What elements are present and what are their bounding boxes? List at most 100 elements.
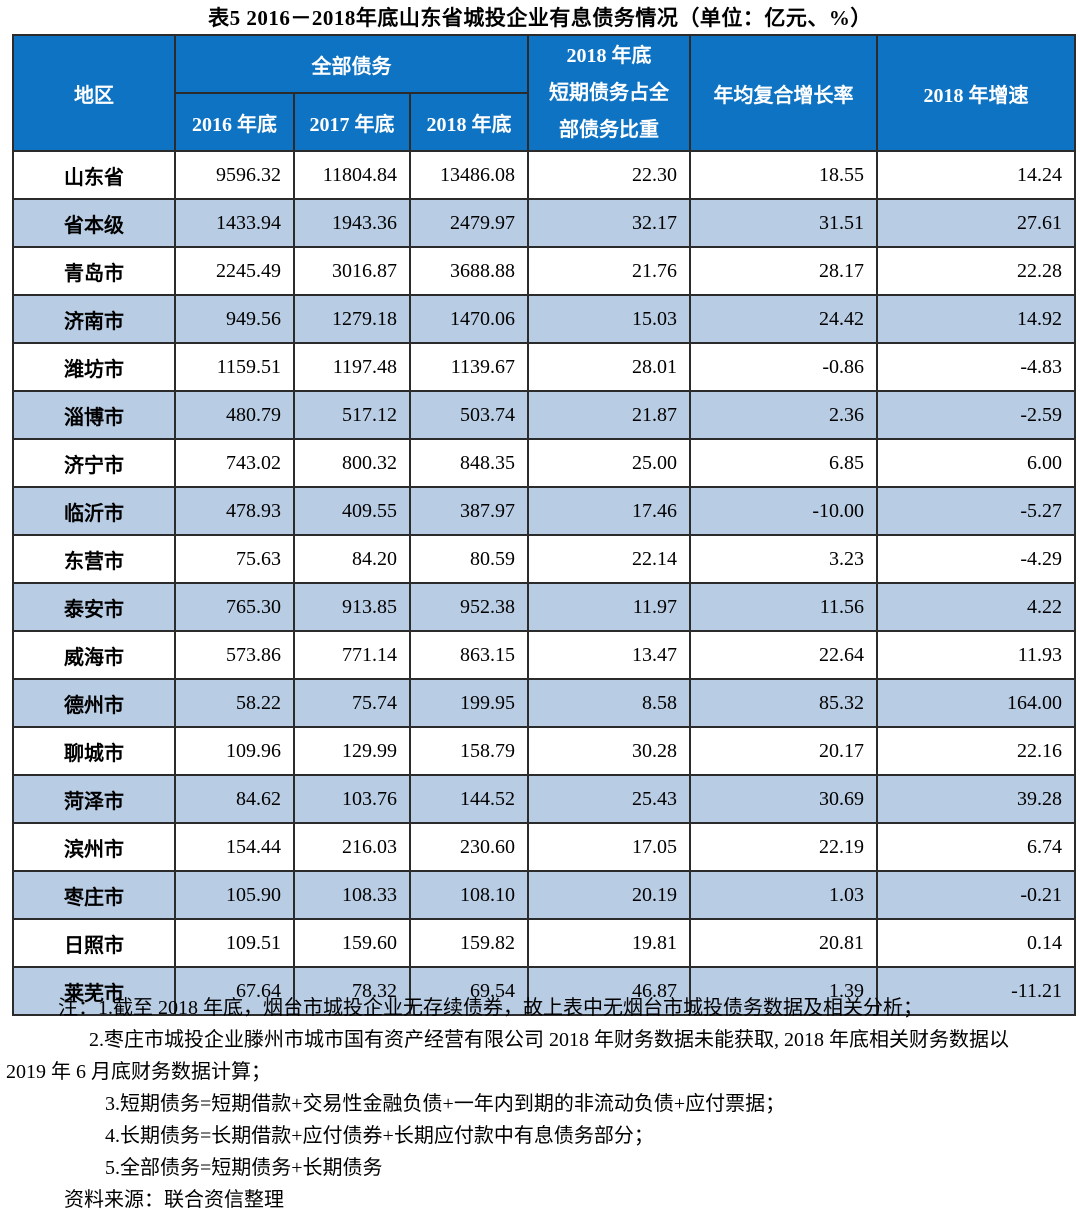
table-row: 聊城市 109.96 129.99 158.79 30.28 20.17 22.… — [12, 726, 1076, 776]
cagr-cell: 22.64 — [689, 630, 878, 680]
debt-2017-cell: 129.99 — [293, 726, 411, 776]
debt-2018-cell: 2479.97 — [409, 198, 529, 248]
region-cell: 泰安市 — [12, 582, 176, 632]
header-cagr: 年均复合增长率 — [689, 34, 878, 152]
header-year-2016: 2016 年底 — [174, 92, 295, 152]
notes-section: 注：1.截至 2018 年底，烟台市城投企业无存续债券，故上表中无烟台市城投债务… — [0, 992, 1080, 1213]
short-term-ratio-cell: 46.87 — [527, 966, 691, 1016]
region-cell: 威海市 — [12, 630, 176, 680]
header-short-term-ratio: 2018 年底 短期债务占全 部债务比重 — [527, 34, 691, 152]
table-row: 潍坊市 1159.51 1197.48 1139.67 28.01 -0.86 … — [12, 342, 1076, 392]
debt-2018-cell: 158.79 — [409, 726, 529, 776]
short-term-ratio-cell: 28.01 — [527, 342, 691, 392]
region-cell: 淄博市 — [12, 390, 176, 440]
debt-2017-cell: 75.74 — [293, 678, 411, 728]
debt-2016-cell: 154.44 — [174, 822, 295, 872]
debt-2017-cell: 1279.18 — [293, 294, 411, 344]
debt-2016-cell: 743.02 — [174, 438, 295, 488]
debt-2018-cell: 1470.06 — [409, 294, 529, 344]
cagr-cell: 85.32 — [689, 678, 878, 728]
table-row: 临沂市 478.93 409.55 387.97 17.46 -10.00 -5… — [12, 486, 1076, 536]
debt-2016-cell: 949.56 — [174, 294, 295, 344]
debt-2017-cell: 1197.48 — [293, 342, 411, 392]
debt-2016-cell: 2245.49 — [174, 246, 295, 296]
header-total-debt: 全部债务 — [174, 34, 529, 94]
debt-2017-cell: 216.03 — [293, 822, 411, 872]
short-term-ratio-cell: 25.43 — [527, 774, 691, 824]
region-cell: 日照市 — [12, 918, 176, 968]
debt-2018-cell: 69.54 — [409, 966, 529, 1016]
region-cell: 山东省 — [12, 150, 176, 200]
growth-2018-cell: -4.29 — [876, 534, 1076, 584]
region-cell: 临沂市 — [12, 486, 176, 536]
table-body: 山东省 9596.32 11804.84 13486.08 22.30 18.5… — [12, 150, 1076, 1016]
debt-2017-cell: 409.55 — [293, 486, 411, 536]
table-row: 淄博市 480.79 517.12 503.74 21.87 2.36 -2.5… — [12, 390, 1076, 440]
growth-2018-cell: 14.92 — [876, 294, 1076, 344]
debt-2017-cell: 108.33 — [293, 870, 411, 920]
cagr-cell: 22.19 — [689, 822, 878, 872]
debt-2017-cell: 84.20 — [293, 534, 411, 584]
table-row: 威海市 573.86 771.14 863.15 13.47 22.64 11.… — [12, 630, 1076, 680]
cagr-cell: 6.85 — [689, 438, 878, 488]
debt-2018-cell: 3688.88 — [409, 246, 529, 296]
cagr-cell: 30.69 — [689, 774, 878, 824]
header-year-2018: 2018 年底 — [409, 92, 529, 152]
debt-2016-cell: 9596.32 — [174, 150, 295, 200]
cagr-cell: 3.23 — [689, 534, 878, 584]
short-term-ratio-cell: 15.03 — [527, 294, 691, 344]
debt-2016-cell: 67.64 — [174, 966, 295, 1016]
debt-2018-cell: 230.60 — [409, 822, 529, 872]
growth-2018-cell: 6.00 — [876, 438, 1076, 488]
short-term-ratio-cell: 19.81 — [527, 918, 691, 968]
debt-2017-cell: 78.32 — [293, 966, 411, 1016]
table-row: 枣庄市 105.90 108.33 108.10 20.19 1.03 -0.2… — [12, 870, 1076, 920]
region-cell: 滨州市 — [12, 822, 176, 872]
growth-2018-cell: -2.59 — [876, 390, 1076, 440]
debt-2018-cell: 108.10 — [409, 870, 529, 920]
cagr-cell: -10.00 — [689, 486, 878, 536]
growth-2018-cell: 27.61 — [876, 198, 1076, 248]
cagr-cell: -0.86 — [689, 342, 878, 392]
short-term-ratio-cell: 22.14 — [527, 534, 691, 584]
header-growth-2018: 2018 年增速 — [876, 34, 1076, 152]
region-cell: 菏泽市 — [12, 774, 176, 824]
note-line-2b: 2019 年 6 月底财务数据计算； — [6, 1061, 271, 1083]
short-term-ratio-cell: 17.46 — [527, 486, 691, 536]
table-row: 日照市 109.51 159.60 159.82 19.81 20.81 0.1… — [12, 918, 1076, 968]
header-region: 地区 — [12, 34, 176, 152]
short-term-ratio-cell: 8.58 — [527, 678, 691, 728]
short-term-ratio-cell: 21.87 — [527, 390, 691, 440]
note-line-5: 5.全部债务=短期债务+长期债务 — [105, 1157, 383, 1179]
debt-2017-cell: 771.14 — [293, 630, 411, 680]
growth-2018-cell: 11.93 — [876, 630, 1076, 680]
debt-2018-cell: 863.15 — [409, 630, 529, 680]
debt-2017-cell: 913.85 — [293, 582, 411, 632]
cagr-cell: 18.55 — [689, 150, 878, 200]
debt-2018-cell: 387.97 — [409, 486, 529, 536]
table-row: 菏泽市 84.62 103.76 144.52 25.43 30.69 39.2… — [12, 774, 1076, 824]
note-line-2: 2.枣庄市城投企业滕州市城市国有资产经营有限公司 2018 年财务数据未能获取,… — [89, 1029, 1009, 1051]
table-row: 青岛市 2245.49 3016.87 3688.88 21.76 28.17 … — [12, 246, 1076, 296]
region-cell: 省本级 — [12, 198, 176, 248]
debt-2018-cell: 848.35 — [409, 438, 529, 488]
growth-2018-cell: -5.27 — [876, 486, 1076, 536]
short-term-ratio-cell: 20.19 — [527, 870, 691, 920]
debt-2016-cell: 105.90 — [174, 870, 295, 920]
debt-2018-cell: 1139.67 — [409, 342, 529, 392]
region-cell: 济宁市 — [12, 438, 176, 488]
debt-2018-cell: 199.95 — [409, 678, 529, 728]
table-row: 德州市 58.22 75.74 199.95 8.58 85.32 164.00 — [12, 678, 1076, 728]
debt-2016-cell: 84.62 — [174, 774, 295, 824]
debt-2016-cell: 1433.94 — [174, 198, 295, 248]
region-cell: 潍坊市 — [12, 342, 176, 392]
source-line: 资料来源：联合资信整理 — [64, 1189, 284, 1211]
debt-2017-cell: 159.60 — [293, 918, 411, 968]
table-header: 地区 全部债务 2018 年底 短期债务占全 部债务比重 年均复合增长率 201… — [12, 34, 1076, 152]
table-row: 山东省 9596.32 11804.84 13486.08 22.30 18.5… — [12, 150, 1076, 200]
region-cell: 德州市 — [12, 678, 176, 728]
short-term-ratio-cell: 22.30 — [527, 150, 691, 200]
debt-2017-cell: 800.32 — [293, 438, 411, 488]
debt-2018-cell: 13486.08 — [409, 150, 529, 200]
region-cell: 聊城市 — [12, 726, 176, 776]
